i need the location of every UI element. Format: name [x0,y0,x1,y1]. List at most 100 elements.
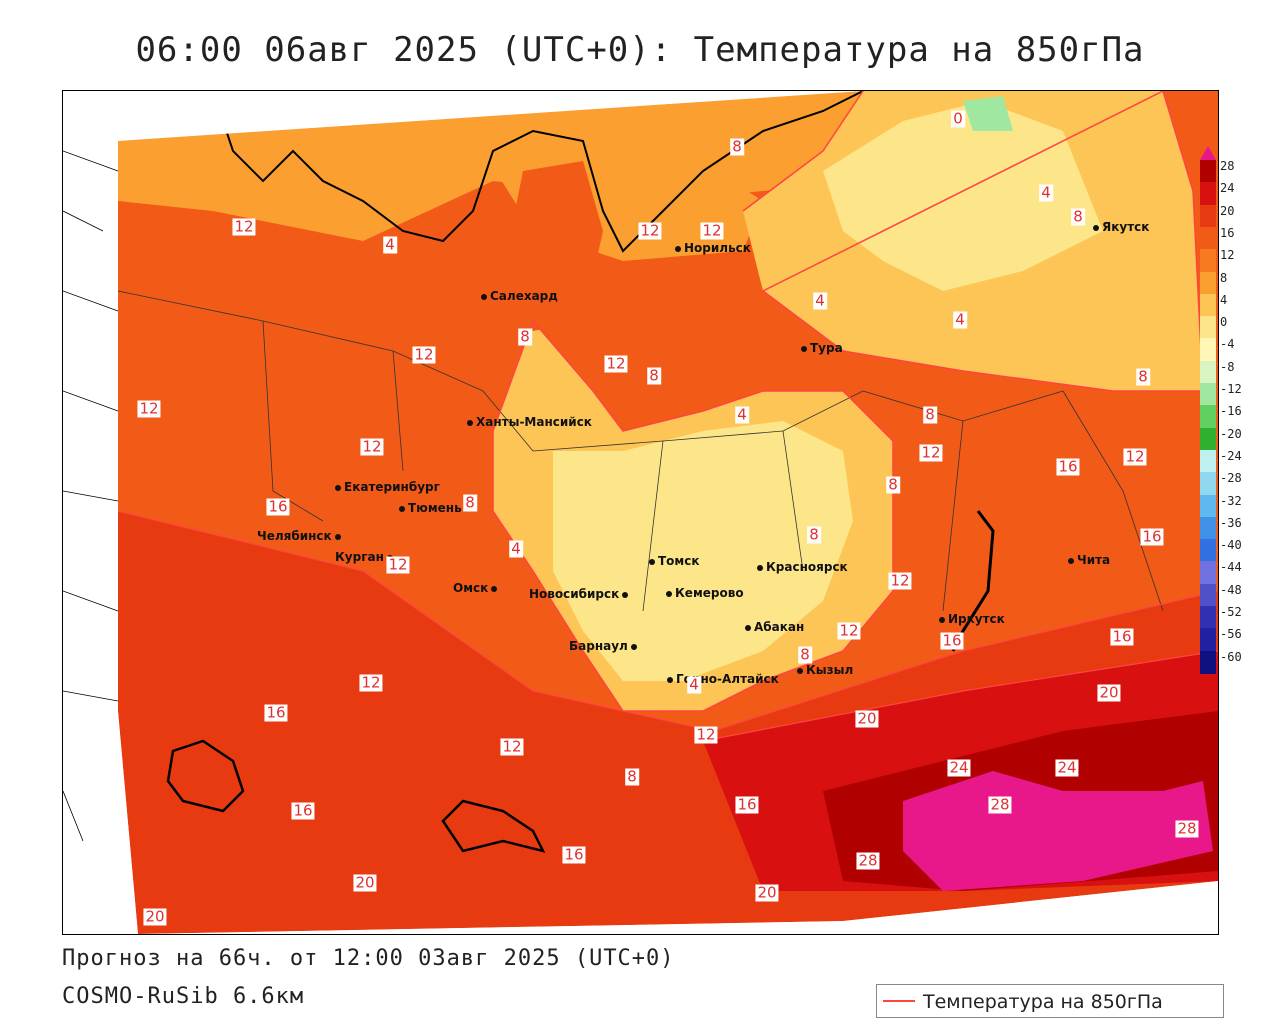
city-label: Екатеринбург [335,480,440,494]
city-dot-icon [630,643,637,650]
scale-swatch [1200,293,1216,318]
map-panel: Норильск Салехард Тура Якутск Ханты-Манс… [62,90,1219,935]
contour-label: 12 [137,399,161,418]
contour-label: 0 [951,109,965,128]
city-label: Кызыл [797,663,853,677]
temperature-field [63,91,1218,934]
contour-label: 8 [798,645,812,664]
scale-tick-label: -56 [1220,627,1242,642]
scale-tick-label: -44 [1220,560,1242,575]
contour-label: 16 [940,631,964,650]
scale-swatch [1200,249,1216,273]
city-label: Ханты-Мансийск [467,415,592,429]
city-dot-icon [667,676,673,683]
scale-swatch [1200,650,1216,674]
contour-label: 24 [1055,758,1079,777]
contour-label: 24 [947,758,971,777]
contour-label: 16 [1140,527,1164,546]
scale-swatch [1200,606,1216,630]
scale-tick-label: -16 [1220,404,1242,419]
contour-label: 12 [500,737,524,756]
contour-label: 20 [1097,683,1121,702]
scale-tick-label: -52 [1220,605,1242,619]
scale-swatch [1200,383,1216,407]
scale-swatch [1200,271,1216,295]
scale-tick-label: -40 [1220,538,1242,553]
scale-swatch [1200,561,1216,585]
contour-label: 4 [953,310,967,329]
city-label: Красноярск [757,560,848,574]
city-dot-icon [801,345,807,352]
contour-label: 16 [562,845,586,864]
scale-tick-label: 16 [1220,225,1235,240]
city-dot-icon [491,585,498,592]
city-label: Челябинск [257,529,344,543]
contour-label: 12 [412,345,436,364]
scale-tick-label: -32 [1220,493,1242,508]
contour-label: 12 [837,621,861,640]
scale-swatch [1200,494,1216,518]
scale-tick-label: -60 [1220,649,1242,664]
scale-tick-label: 28 [1220,159,1235,173]
contour-label: 12 [888,571,912,590]
scale-tick-label: 8 [1220,270,1228,285]
scale-swatch [1200,360,1216,384]
city-label: Кемерово [666,586,744,600]
forecast-info: Прогноз на 66ч. от 12:00 03авг 2025 (UTC… [62,946,675,971]
contour-label: 4 [383,235,397,254]
contour-label: 16 [1110,627,1134,646]
scale-tick-label: 12 [1220,248,1235,263]
contour-label: 20 [143,907,167,926]
scale-swatch [1200,338,1216,362]
page-title: 06:00 06авг 2025 (UTC+0): Температура на… [135,30,1145,70]
scale-swatch [1200,405,1216,429]
scale-tick-label: -24 [1220,448,1242,463]
city-dot-icon [745,624,751,631]
scale-swatch [1200,316,1216,340]
contour-label: 8 [463,493,477,512]
contour-label: 8 [1136,367,1150,386]
city-label: Салехард [481,289,558,303]
contour-label: 4 [735,405,749,424]
contour-label: 16 [1056,457,1080,476]
contour-label: 4 [687,675,701,694]
contour-label: 16 [291,801,315,820]
scale-swatch [1200,204,1216,228]
legend-label: Температура на 850гПа [923,991,1163,1013]
contour-label: 12 [604,354,628,373]
city-dot-icon [399,505,405,512]
contour-label: 8 [1071,207,1085,226]
scale-swatch [1200,472,1216,496]
contour-label: 20 [755,883,779,902]
contour-label: 4 [1039,183,1053,202]
city-label: Барнаул [569,639,640,653]
city-label: Горно-Алтайск [667,672,779,686]
scale-tick-label: -12 [1220,382,1242,396]
scale-tick-label: 0 [1220,315,1228,330]
contour-label: 12 [700,221,724,240]
city-dot-icon [757,564,763,571]
city-dot-icon [649,558,655,565]
contour-label: 12 [386,555,410,574]
city-label: Норильск [675,241,751,255]
scale-arrow-icon [1200,146,1216,160]
city-dot-icon [797,667,803,674]
city-label: Томск [649,554,700,568]
city-label: Тюмень [399,501,462,515]
contour-label: 8 [518,327,532,346]
city-dot-icon [335,484,341,491]
contour-label: 16 [266,497,290,516]
scale-swatch [1200,160,1216,184]
city-label: Тура [801,341,843,355]
contour-label: 28 [988,795,1012,814]
contour-label: 12 [232,217,256,236]
scale-swatch [1200,449,1216,474]
city-dot-icon [622,591,629,598]
scale-swatch [1200,628,1216,652]
contour-label: 4 [813,291,827,310]
scale-tick-label: -36 [1220,515,1242,530]
legend-box: Температура на 850гПа [876,984,1224,1018]
contour-label: 8 [730,137,744,156]
contour-label: 12 [1123,447,1147,466]
scale-tick-label: -4 [1220,337,1235,352]
